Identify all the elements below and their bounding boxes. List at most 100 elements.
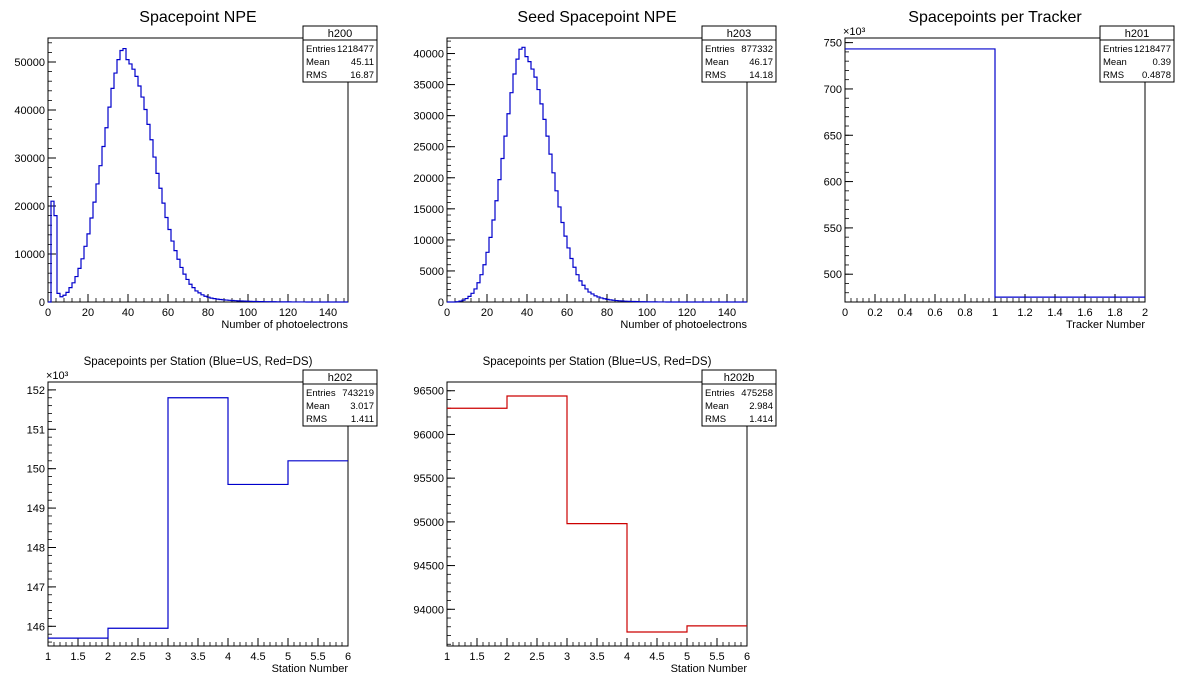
x-axis-label: Number of photoelectrons — [620, 319, 747, 331]
stats-value: 1.411 — [351, 414, 374, 425]
x-tick-label: 5 — [684, 651, 690, 663]
y-tick-label: 750 — [824, 38, 842, 50]
x-tick-label: 0 — [842, 307, 848, 319]
stats-value: 0.4878 — [1142, 70, 1171, 81]
stats-value: 1218477 — [337, 44, 374, 55]
plot-frame — [446, 37, 748, 303]
stats-label: Mean — [705, 57, 729, 68]
plot-frame — [47, 37, 349, 303]
stats-box-name: h202 — [328, 372, 352, 384]
histogram-title: Spacepoints per Station (Blue=US, Red=DS… — [84, 356, 313, 368]
histogram-line — [48, 47, 348, 303]
stats-value: 877332 — [741, 44, 773, 55]
stats-value: 45.11 — [351, 57, 374, 68]
histogram-title: Spacepoint NPE — [139, 9, 256, 26]
stats-label: Mean — [306, 57, 330, 68]
y-tick-label: 96500 — [413, 386, 444, 398]
x-tick-label: 1.4 — [1047, 307, 1062, 319]
x-tick-label: 3 — [564, 651, 570, 663]
x-tick-label: 0.8 — [957, 307, 972, 319]
stats-box-frame — [701, 25, 777, 83]
x-tick-label: 4.5 — [250, 651, 265, 663]
stats-value: 3.017 — [350, 401, 374, 412]
stats-box-frame — [302, 369, 378, 427]
x-tick-label: 140 — [319, 307, 337, 319]
stats-label: Mean — [1103, 57, 1127, 68]
stats-box-frame — [1099, 25, 1175, 83]
y-tick-label: 550 — [824, 223, 842, 235]
stats-label: Entries — [306, 388, 336, 399]
y-tick-label: 25000 — [413, 142, 444, 154]
x-axis-label: Station Number — [671, 663, 748, 675]
stats-box-frame — [701, 369, 777, 427]
y-tick-label: 149 — [27, 503, 45, 515]
y-tick-label: 147 — [27, 582, 45, 594]
x-tick-label: 0 — [45, 307, 51, 319]
y-tick-label: 700 — [824, 84, 842, 96]
x-tick-label: 20 — [481, 307, 493, 319]
x-tick-label: 6 — [345, 651, 351, 663]
stats-label: RMS — [705, 414, 726, 425]
x-tick-label: 1.8 — [1107, 307, 1122, 319]
x-tick-label: 5 — [285, 651, 291, 663]
x-tick-label: 1.2 — [1017, 307, 1032, 319]
y-tick-label: 20000 — [14, 201, 45, 213]
y-tick-label: 94500 — [413, 561, 444, 573]
y-tick-label: 150 — [27, 464, 45, 476]
y-tick-label: 650 — [824, 130, 842, 142]
x-tick-label: 3.5 — [190, 651, 205, 663]
x-tick-label: 140 — [718, 307, 736, 319]
y-tick-label: 94000 — [413, 604, 444, 616]
y-exponent-label: ×10³ — [46, 370, 69, 382]
histogram-line — [447, 395, 747, 633]
x-tick-label: 2.5 — [130, 651, 145, 663]
x-tick-label: 5.5 — [310, 651, 325, 663]
y-tick-label: 40000 — [413, 49, 444, 61]
y-tick-label: 15000 — [413, 204, 444, 216]
stats-label: Entries — [1103, 44, 1133, 55]
x-tick-label: 0.2 — [867, 307, 882, 319]
stats-value: 1218477 — [1134, 44, 1171, 55]
x-tick-label: 3.5 — [589, 651, 604, 663]
stats-label: RMS — [705, 70, 726, 81]
stats-box-name: h203 — [727, 28, 751, 40]
stats-box-name: h202b — [724, 372, 755, 384]
histogram-panel-h200: Spacepoint NPE 0 20 40 60 80 100 120 140 0 10000 20… — [14, 9, 378, 331]
y-tick-label: 500 — [824, 269, 842, 281]
y-tick-label: 146 — [27, 621, 45, 633]
histogram-line — [447, 46, 747, 303]
x-tick-label: 3 — [165, 651, 171, 663]
x-tick-label: 4 — [624, 651, 630, 663]
x-tick-label: 20 — [82, 307, 94, 319]
x-tick-label: 40 — [122, 307, 134, 319]
y-tick-label: 0 — [39, 297, 45, 309]
y-tick-label: 20000 — [413, 173, 444, 185]
stats-label: Entries — [306, 44, 336, 55]
stats-value: 46.17 — [749, 57, 773, 68]
histogram-title: Seed Spacepoint NPE — [517, 9, 676, 26]
y-tick-label: 50000 — [14, 57, 45, 69]
histogram-line — [48, 397, 348, 639]
x-tick-label: 4 — [225, 651, 231, 663]
stats-label: Entries — [705, 388, 735, 399]
histogram-panel-h203: Seed Spacepoint NPE 0 20 40 60 80 100 120 140 0 50… — [413, 9, 777, 331]
stats-value: 14.18 — [749, 70, 773, 81]
y-tick-label: 0 — [438, 297, 444, 309]
x-tick-label: 5.5 — [709, 651, 724, 663]
x-tick-label: 100 — [239, 307, 257, 319]
x-tick-label: 1.6 — [1077, 307, 1092, 319]
y-exponent-label: ×10³ — [843, 26, 866, 38]
x-tick-label: 0.6 — [927, 307, 942, 319]
x-tick-label: 120 — [279, 307, 297, 319]
stats-box: h200 Entries 1218477 Mean 45.11 RMS 16.87 — [302, 25, 378, 83]
stats-label: RMS — [306, 414, 327, 425]
x-axis-label: Number of photoelectrons — [221, 319, 348, 331]
stats-box: h203 Entries 877332 Mean 46.17 RMS 14.18 — [701, 25, 777, 83]
x-tick-label: 120 — [678, 307, 696, 319]
histogram-title: Spacepoints per Tracker — [908, 9, 1082, 26]
y-tick-label: 148 — [27, 542, 45, 554]
y-tick-label: 95500 — [413, 473, 444, 485]
x-tick-label: 60 — [561, 307, 573, 319]
x-tick-label: 1.5 — [469, 651, 484, 663]
x-tick-label: 80 — [601, 307, 613, 319]
